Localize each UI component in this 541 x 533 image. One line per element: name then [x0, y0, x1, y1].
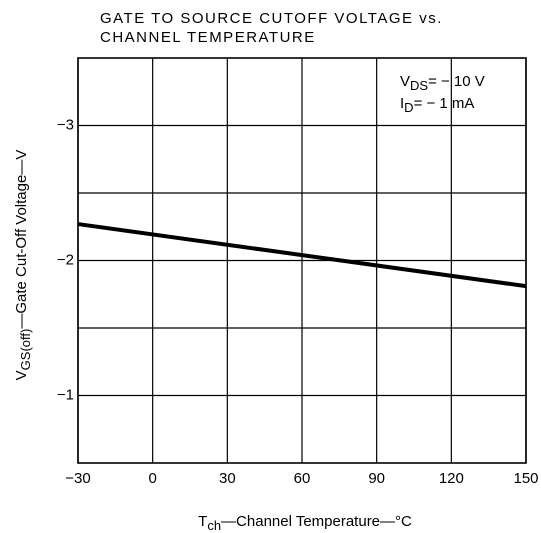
annotation-rest: = − 1 mA	[414, 95, 475, 112]
x-axis-label-rest: —Channel Temperature—°C	[221, 513, 412, 530]
x-tick-label: 120	[439, 470, 464, 487]
x-tick-label: 30	[219, 470, 236, 487]
y-axis-label: VGS(off)—Gate Cut-Off Voltage—V	[13, 150, 33, 381]
annotation-sub: D	[404, 100, 413, 115]
x-axis-label: Tch—Channel Temperature—°C	[198, 513, 412, 533]
annotation-main: I	[400, 95, 404, 112]
x-tick-label: 0	[148, 470, 156, 487]
chart-title: GATE TO SOURCE CUTOFF VOLTAGE vs.	[100, 10, 443, 27]
y-axis-label-sub: GS(off)	[18, 329, 33, 371]
data-line	[77, 222, 527, 289]
x-tick-label: 60	[294, 470, 311, 487]
x-axis-label-sub: ch	[207, 518, 221, 533]
x-tick-label: 150	[513, 470, 538, 487]
annotation: VDS= − 10 V	[400, 73, 485, 93]
y-tick-label: −3	[57, 116, 74, 133]
chart-title: CHANNEL TEMPERATURE	[100, 29, 316, 46]
annotation-rest: = − 10 V	[428, 73, 485, 90]
x-tick-label: −30	[65, 470, 90, 487]
y-axis-label-rest: —Gate Cut-Off Voltage—V	[13, 150, 30, 329]
y-axis-label-main: V	[13, 370, 30, 380]
x-tick-label: 90	[368, 470, 385, 487]
x-axis-label-main: T	[198, 513, 207, 530]
annotation: ID= − 1 mA	[400, 95, 474, 115]
y-tick-label: −2	[57, 251, 74, 268]
y-tick-label: −1	[57, 386, 74, 403]
annotation-main: V	[400, 73, 410, 90]
annotation-sub: DS	[410, 78, 428, 93]
